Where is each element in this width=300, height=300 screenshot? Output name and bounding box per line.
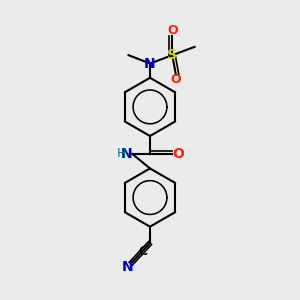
Text: N: N — [121, 260, 133, 274]
Text: O: O — [167, 24, 178, 37]
Text: C: C — [138, 245, 147, 258]
Text: O: O — [170, 74, 181, 86]
Text: N: N — [121, 147, 132, 161]
Text: N: N — [144, 56, 156, 70]
Text: O: O — [172, 147, 184, 161]
Text: H: H — [117, 147, 126, 161]
Text: S: S — [167, 48, 177, 62]
